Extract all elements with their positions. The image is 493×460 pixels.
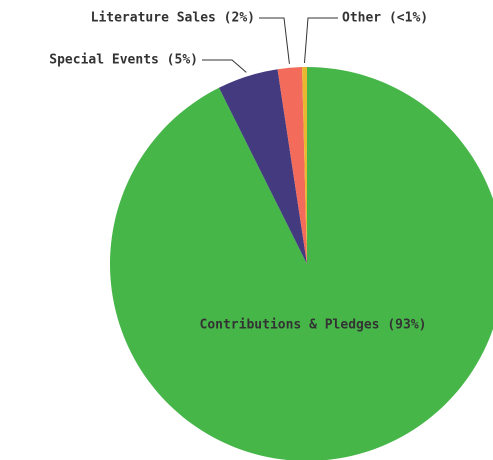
- slice-label: Literature Sales (2%): [91, 11, 255, 26]
- pie-slice: [277, 67, 307, 264]
- pie-slice: [218, 69, 307, 264]
- pie-slice: [302, 67, 307, 264]
- pie-slice: [110, 67, 493, 460]
- slice-label: Special Events (5%): [49, 53, 198, 68]
- leader-line: [303, 17, 338, 64]
- slice-label: Contributions & Pledges (93%): [200, 318, 427, 333]
- leader-line: [259, 17, 290, 64]
- slice-label: Other (<1%): [342, 11, 428, 26]
- leader-line: [202, 59, 247, 73]
